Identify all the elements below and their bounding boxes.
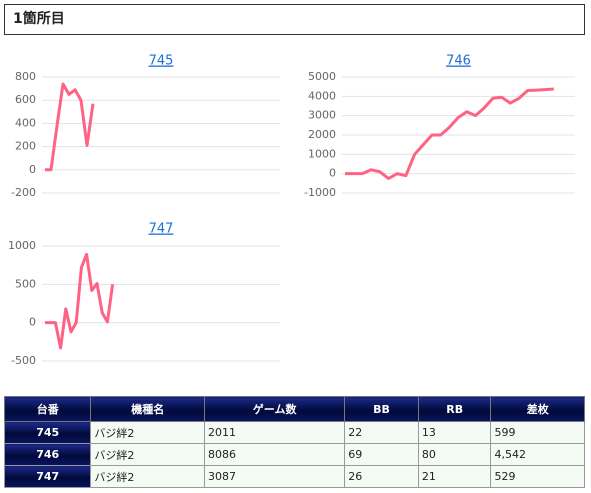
- column-header: 機種名: [90, 396, 206, 422]
- table-cell: 2011: [204, 421, 346, 444]
- table-cell: 529: [490, 465, 585, 488]
- table-cell: 69: [344, 443, 419, 466]
- table-cell: 8086: [204, 443, 346, 466]
- column-header: 差枚: [490, 396, 585, 422]
- table-cell: バジ絆2: [90, 443, 206, 466]
- y-tick-label: -200: [11, 186, 36, 199]
- table-cell: 22: [344, 421, 419, 444]
- y-tick-label: 2000: [308, 128, 336, 141]
- y-tick-label: 5000: [308, 70, 336, 83]
- table-row: 747 バジ絆2 3087 26 21 529: [3, 465, 585, 488]
- charts: -200 0 200 400 600 800 745 -1000 0 1000 2000 3000 40…: [8, 54, 575, 367]
- column-header: RB: [417, 396, 492, 422]
- series-line: [45, 252, 115, 350]
- y-tick-label: 4000: [308, 89, 336, 102]
- y-tick-label: 0: [29, 163, 36, 176]
- chart-title[interactable]: 747: [149, 222, 174, 237]
- column-header: BB: [344, 396, 419, 422]
- machine-number: 745: [3, 421, 92, 444]
- table-cell: バジ絆2: [90, 465, 206, 488]
- table-cell: 26: [344, 465, 419, 488]
- table-cell: 13: [417, 421, 492, 444]
- y-tick-label: 400: [15, 116, 36, 129]
- table-cell: 80: [417, 443, 492, 466]
- table-cell: 4,542: [490, 443, 585, 466]
- table-row: 745 バジ絆2 2011 22 13 599: [3, 421, 585, 444]
- y-tick-label: 500: [15, 277, 36, 290]
- table-body: 745 バジ絆2 2011 22 13 599 746 バジ絆2 8086 69 80 4,542 74…: [3, 421, 585, 488]
- y-tick-label: 1000: [308, 147, 336, 160]
- table-row: 746 バジ絆2 8086 69 80 4,542: [3, 443, 585, 466]
- machine-number: 747: [3, 465, 92, 488]
- y-tick-label: 600: [15, 93, 36, 106]
- series-line: [45, 82, 95, 172]
- y-tick-label: 0: [329, 167, 336, 180]
- column-header: 台番: [3, 396, 92, 422]
- y-tick-label: 200: [15, 140, 36, 153]
- y-tick-label: 0: [29, 316, 36, 329]
- y-tick-label: 800: [15, 70, 36, 83]
- data-table: 台番 機種名 ゲーム数 BB RB 差枚 745 バジ絆2 2011 22 13 599 746 バジ絆…: [3, 396, 585, 488]
- y-tick-label: 3000: [308, 109, 336, 122]
- table-cell: 3087: [204, 465, 346, 488]
- table-cell: バジ絆2: [90, 421, 206, 444]
- series-line: [345, 87, 554, 180]
- y-tick-label: 1000: [8, 239, 36, 252]
- table-header: 台番 機種名 ゲーム数 BB RB 差枚: [3, 396, 585, 422]
- table-cell: 599: [490, 421, 585, 444]
- column-header: ゲーム数: [204, 396, 346, 422]
- chart-title[interactable]: 745: [149, 54, 174, 69]
- y-tick-label: -500: [11, 354, 36, 367]
- chart-title[interactable]: 746: [446, 54, 471, 69]
- section-header: 1箇所目: [4, 4, 585, 35]
- table-cell: 21: [417, 465, 492, 488]
- y-tick-label: -1000: [304, 186, 336, 199]
- machine-number: 746: [3, 443, 92, 466]
